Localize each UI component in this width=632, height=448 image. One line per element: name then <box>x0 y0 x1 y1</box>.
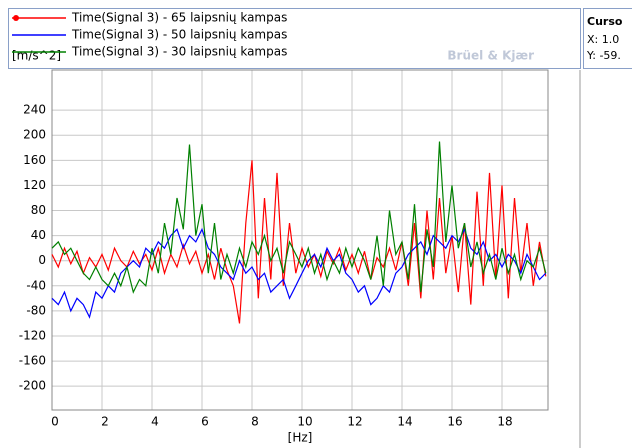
legend-label: Time(Signal 3) - 65 laipsnių kampas <box>71 11 287 25</box>
x-tick-label: 2 <box>101 415 109 429</box>
series-line <box>51 227 547 319</box>
y-tick-label: -40 <box>26 278 46 292</box>
x-tick-label: 10 <box>297 415 312 429</box>
cursor-y: Y: -59. <box>586 49 621 62</box>
y-tick-label: 0 <box>38 253 46 267</box>
series-line <box>51 141 547 294</box>
x-tick-label: 14 <box>397 415 412 429</box>
y-tick-label: -200 <box>19 379 46 393</box>
legend-label: Time(Signal 3) - 30 laipsnių kampas <box>71 45 287 59</box>
x-tick-label: 8 <box>251 415 259 429</box>
x-tick-label: 4 <box>151 415 159 429</box>
cursor-title: Curso <box>587 15 623 28</box>
legend-marker <box>13 15 19 21</box>
x-tick-label: 6 <box>201 415 209 429</box>
cursor-x: X: 1.0 <box>587 33 619 46</box>
y-tick-label: 80 <box>31 203 46 217</box>
legend-box <box>8 8 581 69</box>
y-tick-label: 120 <box>23 178 46 192</box>
watermark: Brüel & Kjær <box>447 49 534 63</box>
y-tick-label: -160 <box>19 354 46 368</box>
plot-frame <box>51 69 549 411</box>
x-tick-label: 0 <box>51 415 59 429</box>
cursor-panel <box>583 8 632 69</box>
y-tick-label: 40 <box>31 228 46 242</box>
y-axis-label: [m/s^2] <box>12 49 61 63</box>
y-tick-label: -120 <box>19 328 46 342</box>
y-tick-label: -80 <box>26 303 46 317</box>
x-tick-label: 16 <box>447 415 462 429</box>
x-tick-label: 12 <box>347 415 362 429</box>
legend-label: Time(Signal 3) - 50 laipsnių kampas <box>71 28 287 42</box>
x-tick-label: 18 <box>497 415 512 429</box>
x-axis-label: [Hz] <box>288 431 313 445</box>
y-tick-label: 200 <box>23 128 46 142</box>
y-tick-label: 160 <box>23 153 46 167</box>
y-tick-label: 240 <box>23 103 46 117</box>
